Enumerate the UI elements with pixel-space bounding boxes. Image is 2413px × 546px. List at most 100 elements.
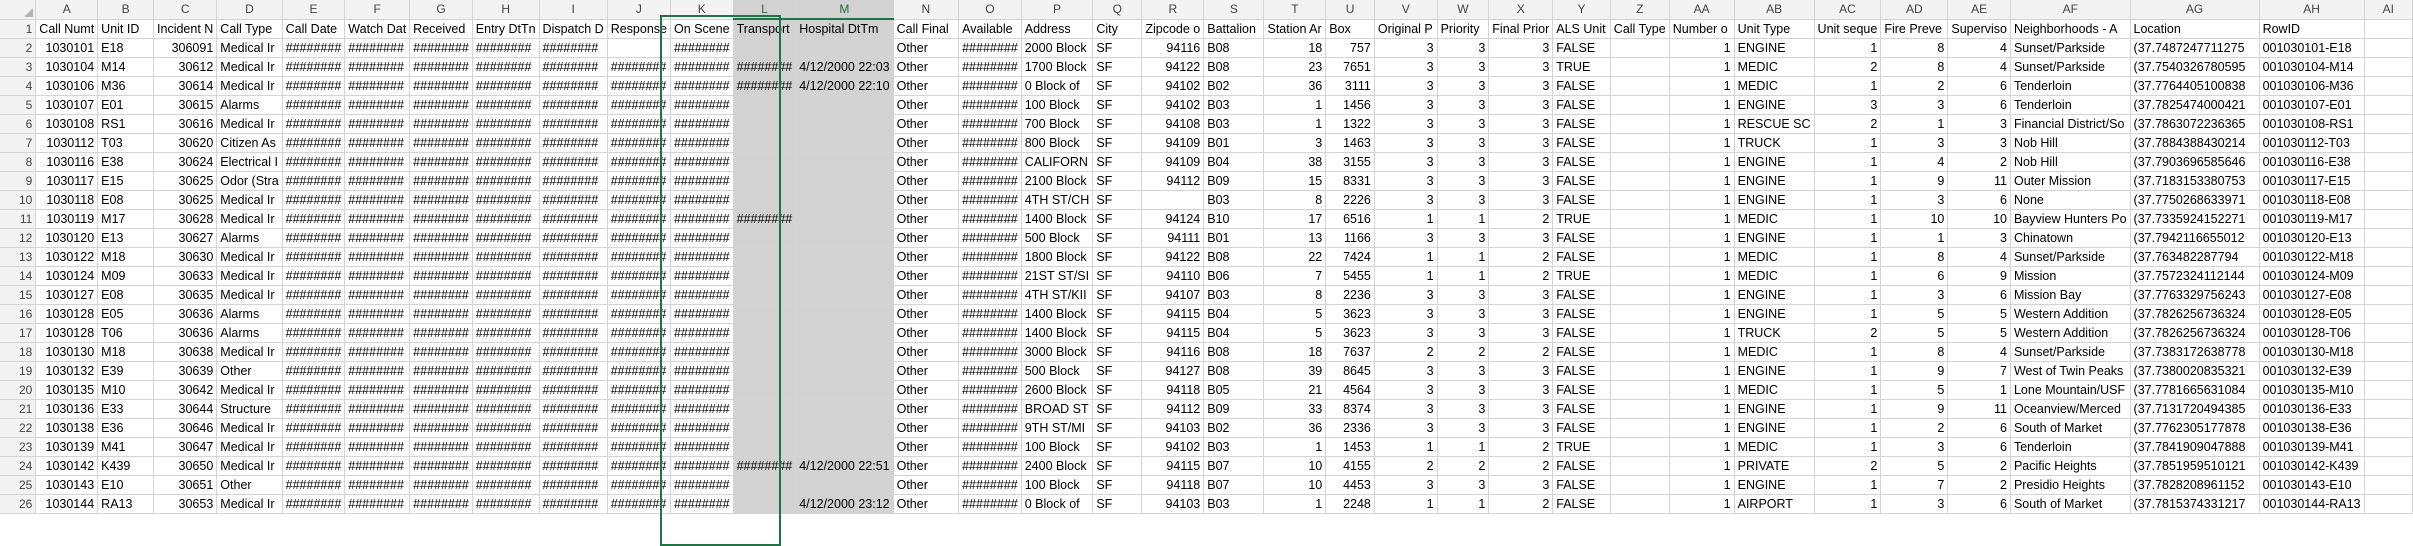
cell[interactable]: ######## bbox=[539, 133, 608, 153]
cell[interactable]: 3 bbox=[1488, 76, 1554, 96]
select-all-corner[interactable] bbox=[0, 0, 37, 20]
field-header-cell[interactable]: Battalion bbox=[1203, 19, 1265, 39]
cell[interactable] bbox=[733, 190, 797, 210]
cell[interactable]: ######## bbox=[539, 57, 608, 77]
cell[interactable]: 5 bbox=[1947, 323, 2011, 343]
cell[interactable]: 1 bbox=[1437, 266, 1490, 286]
cell[interactable]: Other bbox=[893, 76, 960, 96]
column-header-j[interactable]: J bbox=[607, 0, 671, 20]
cell[interactable]: ######## bbox=[670, 304, 734, 324]
row-header[interactable]: 6 bbox=[0, 114, 37, 134]
cell[interactable]: 5 bbox=[1880, 304, 1949, 324]
cell[interactable]: Medical Ir bbox=[216, 342, 283, 362]
cell[interactable] bbox=[2364, 380, 2413, 400]
cell[interactable] bbox=[2364, 437, 2413, 457]
cell[interactable]: 3 bbox=[1437, 228, 1490, 248]
cell[interactable]: 1453 bbox=[1325, 437, 1375, 457]
cell[interactable]: ######## bbox=[344, 437, 411, 457]
cell[interactable]: ######## bbox=[958, 361, 1022, 381]
cell[interactable]: 3 bbox=[1374, 228, 1438, 248]
cell[interactable]: 5 bbox=[1880, 380, 1949, 400]
cell[interactable]: 1 bbox=[1669, 475, 1735, 495]
column-header-ai[interactable]: AI bbox=[2364, 0, 2413, 20]
cell[interactable]: E01 bbox=[97, 95, 155, 115]
cell[interactable]: 1030119 bbox=[35, 209, 99, 229]
cell[interactable]: B08 bbox=[1203, 38, 1265, 58]
cell[interactable]: 3 bbox=[1437, 95, 1490, 115]
column-header-s[interactable]: S bbox=[1203, 0, 1265, 20]
cell[interactable]: SF bbox=[1092, 342, 1143, 362]
cell[interactable]: Other bbox=[893, 247, 960, 267]
cell[interactable]: SF bbox=[1092, 133, 1143, 153]
cell[interactable]: Odor (Stra bbox=[216, 171, 283, 191]
cell[interactable]: Other bbox=[893, 95, 960, 115]
cell[interactable]: 1 bbox=[1669, 456, 1735, 476]
cell[interactable] bbox=[1610, 76, 1670, 96]
cell[interactable]: FALSE bbox=[1552, 190, 1611, 210]
cell[interactable]: 10 bbox=[1263, 475, 1327, 495]
cell[interactable]: ######## bbox=[539, 152, 608, 172]
cell[interactable] bbox=[733, 361, 797, 381]
cell[interactable]: E15 bbox=[97, 171, 155, 191]
cell[interactable]: SF bbox=[1092, 209, 1143, 229]
cell[interactable] bbox=[2364, 133, 2413, 153]
cell[interactable] bbox=[2364, 171, 2413, 191]
cell[interactable]: 15 bbox=[1263, 171, 1327, 191]
cell[interactable]: 3000 Block bbox=[1021, 342, 1094, 362]
cell[interactable] bbox=[2364, 76, 2413, 96]
cell[interactable]: 9 bbox=[1880, 171, 1949, 191]
cell[interactable]: 3 bbox=[1488, 380, 1554, 400]
cell[interactable]: 1 bbox=[1669, 418, 1735, 438]
cell[interactable]: Other bbox=[893, 342, 960, 362]
cell[interactable]: 3 bbox=[1437, 361, 1490, 381]
cell[interactable]: 1 bbox=[1263, 437, 1327, 457]
cell[interactable]: 23 bbox=[1263, 57, 1327, 77]
cell[interactable]: (37.7183153380753 bbox=[2130, 171, 2260, 191]
cell[interactable]: 6 bbox=[1880, 266, 1949, 286]
cell[interactable] bbox=[1610, 152, 1670, 172]
row-header[interactable]: 13 bbox=[0, 247, 37, 267]
cell[interactable]: (37.7335924152271 bbox=[2130, 209, 2260, 229]
cell[interactable]: FALSE bbox=[1552, 342, 1611, 362]
cell[interactable]: None bbox=[2010, 190, 2131, 210]
cell[interactable]: FALSE bbox=[1552, 494, 1611, 514]
cell[interactable]: FALSE bbox=[1552, 361, 1611, 381]
cell[interactable]: Other bbox=[893, 209, 960, 229]
cell[interactable]: 30646 bbox=[153, 418, 218, 438]
cell[interactable] bbox=[1610, 171, 1670, 191]
cell[interactable] bbox=[795, 152, 894, 172]
cell[interactable]: 2 bbox=[1437, 456, 1490, 476]
cell[interactable]: 4TH ST/KII bbox=[1021, 285, 1094, 305]
cell[interactable]: Financial District/So bbox=[2010, 114, 2131, 134]
cell[interactable] bbox=[795, 133, 894, 153]
cell[interactable]: Medical Ir bbox=[216, 247, 283, 267]
cell[interactable]: 94109 bbox=[1141, 133, 1205, 153]
cell[interactable]: 18 bbox=[1263, 342, 1327, 362]
cell[interactable]: 21ST ST/SI bbox=[1021, 266, 1094, 286]
cell[interactable]: ######## bbox=[607, 380, 671, 400]
cell[interactable]: 001030117-E15 bbox=[2259, 171, 2365, 191]
cell[interactable]: Structure bbox=[216, 399, 283, 419]
cell[interactable]: BROAD ST bbox=[1021, 399, 1094, 419]
cell[interactable]: ######## bbox=[472, 190, 540, 210]
cell[interactable]: ######## bbox=[539, 285, 608, 305]
cell[interactable] bbox=[2364, 342, 2413, 362]
row-header[interactable]: 12 bbox=[0, 228, 37, 248]
cell[interactable]: 1 bbox=[1880, 114, 1949, 134]
cell[interactable]: Sunset/Parkside bbox=[2010, 342, 2131, 362]
cell[interactable]: ######## bbox=[670, 76, 734, 96]
cell[interactable]: 1 bbox=[1814, 285, 1882, 305]
cell[interactable]: B01 bbox=[1203, 133, 1265, 153]
cell[interactable] bbox=[1610, 266, 1670, 286]
cell[interactable]: 001030127-E08 bbox=[2259, 285, 2365, 305]
cell[interactable]: ######## bbox=[539, 399, 608, 419]
column-header-r[interactable]: R bbox=[1141, 0, 1205, 20]
cell[interactable]: 6 bbox=[1947, 437, 2011, 457]
cell[interactable]: 1 bbox=[1669, 323, 1735, 343]
cell[interactable]: ######## bbox=[958, 342, 1022, 362]
cell[interactable]: ######## bbox=[733, 209, 797, 229]
cell[interactable]: 3 bbox=[1488, 399, 1554, 419]
cell[interactable]: 0 Block of bbox=[1021, 76, 1094, 96]
cell[interactable] bbox=[1610, 380, 1670, 400]
cell[interactable]: TRUE bbox=[1552, 437, 1611, 457]
